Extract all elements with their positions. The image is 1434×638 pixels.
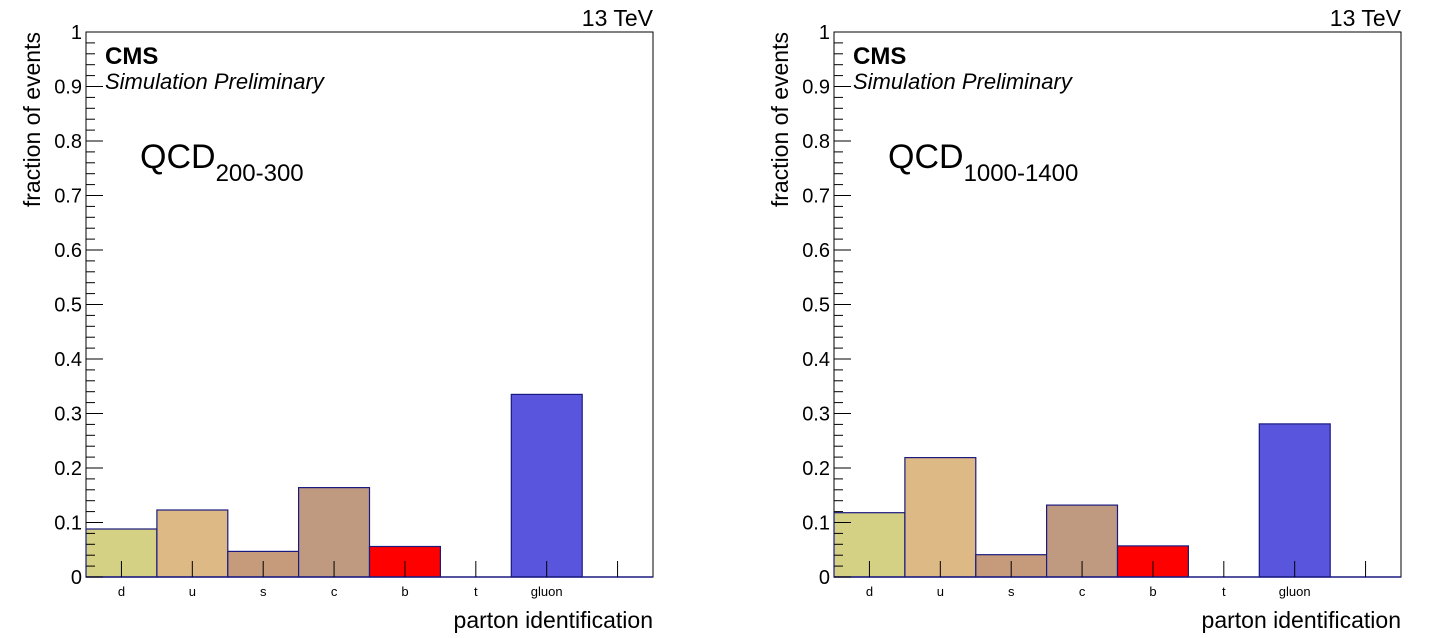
x-tick-label-t: t [1222,584,1226,599]
chart-qcd-200-300: 0 0.1 0.2 0.3 0.4 0.5 0.6 0.7 0.8 0.9 1 d u s c b t gluon… [19,5,654,633]
sample-main: QCD [140,138,216,176]
energy-label: 13 TeV [582,5,654,31]
status-label: Simulation Preliminary [105,69,326,94]
bar-gluon [510,393,583,578]
sample-main: QCD [888,138,964,176]
y-tick-label: 0 [819,567,830,589]
x-tick-label-t: t [474,584,478,599]
x-tick-label-s: s [1008,584,1015,599]
y-tick-label: 0.6 [54,240,82,262]
chart-qcd-1000-1400: 0 0.1 0.2 0.3 0.4 0.5 0.6 0.7 0.8 0.9 1 d u s c b t gluon… [767,5,1402,633]
y-tick-label: 0.4 [54,349,82,371]
bar-u [904,457,977,578]
x-tick-label-d: d [118,584,125,599]
y-tick-label: 0.9 [54,77,82,99]
experiment-label: CMS [105,43,158,70]
y-tick-label: 0.3 [54,404,82,426]
y-tick-label: 0.2 [54,458,82,480]
sample-label: QCD200-300 [140,138,304,187]
y-tick-label: 0.6 [802,240,830,262]
y-axis-title: fraction of events [767,32,793,207]
y-tick-label: 0.9 [802,77,830,99]
x-tick-label-gluon: gluon [1279,584,1311,599]
x-tick-label-gluon: gluon [531,584,563,599]
bar-gluon [1258,423,1331,578]
experiment-label: CMS [853,43,906,70]
x-tick-label-u: u [937,584,944,599]
x-tick-label-d: d [866,584,873,599]
x-tick-label-s: s [260,584,267,599]
y-tick-label: 0.1 [802,513,830,535]
y-tick-label: 0.4 [802,349,830,371]
y-axis-title: fraction of events [19,32,45,207]
sample-label: QCD1000-1400 [888,138,1078,187]
y-tick-label: 0.7 [802,186,830,208]
y-tick-label: 0.8 [54,131,82,153]
y-tick-label: 1 [819,22,830,44]
status-label: Simulation Preliminary [853,69,1074,94]
y-tick-label: 0.5 [802,295,830,317]
y-tick-label: 0.1 [54,513,82,535]
x-axis-title: parton identification [454,607,653,633]
sample-subscript: 1000-1400 [964,160,1079,187]
y-tick-label: 0.8 [802,131,830,153]
x-axis-title: parton identification [1202,607,1401,633]
x-tick-label-b: b [401,584,408,599]
x-tick-label-u: u [189,584,196,599]
sample-subscript: 200-300 [216,160,304,187]
x-tick-label-c: c [331,584,338,599]
energy-label: 13 TeV [1330,5,1402,31]
y-tick-label: 0.3 [802,404,830,426]
y-tick-label: 1 [71,22,82,44]
y-tick-label: 0.7 [54,186,82,208]
y-tick-label: 0.2 [802,458,830,480]
y-tick-label: 0.5 [54,295,82,317]
x-tick-label-b: b [1149,584,1156,599]
y-tick-label: 0 [71,567,82,589]
x-tick-label-c: c [1079,584,1086,599]
